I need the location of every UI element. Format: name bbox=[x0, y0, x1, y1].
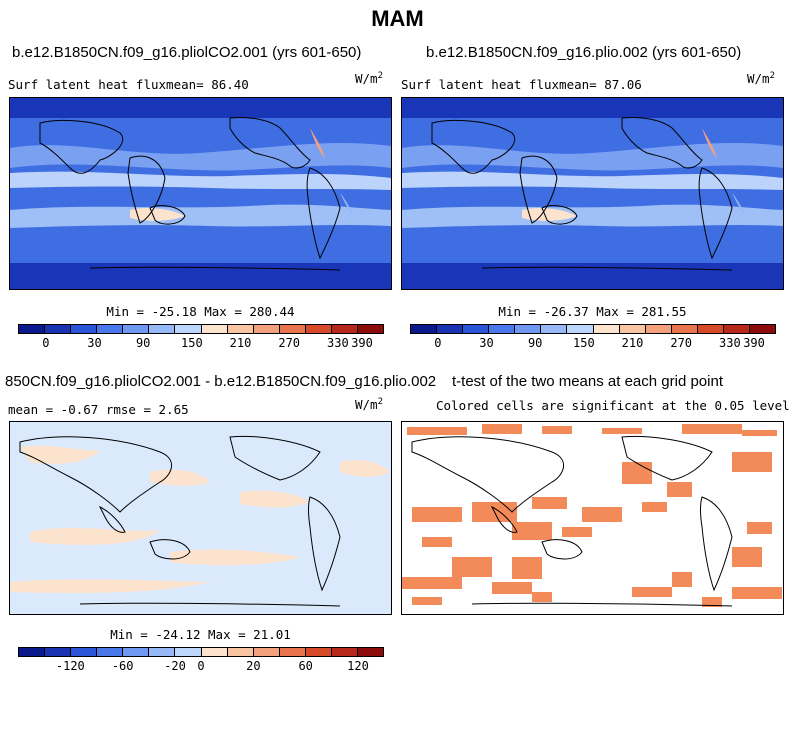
panel4-title: t-test of the two means at each grid poi… bbox=[452, 373, 723, 390]
colorbar-swatch bbox=[489, 325, 516, 333]
panel3-stats-text: mean = -0.67 rmse = 2.65 bbox=[8, 402, 189, 417]
panel3-colorbar-labels: -120 -60 -20 0 20 60 120 bbox=[18, 659, 384, 675]
colorbar-tick-label: 0 bbox=[197, 659, 205, 673]
colorbar-swatch bbox=[71, 648, 98, 656]
colorbar-swatch bbox=[149, 325, 176, 333]
colorbar-tick-label: 330 bbox=[327, 336, 349, 350]
colorbar-swatch bbox=[71, 325, 98, 333]
colorbar-tick-label: 390 bbox=[743, 336, 765, 350]
colorbar-swatch bbox=[723, 325, 751, 333]
colorbar-tick-label: 120 bbox=[347, 659, 369, 673]
colorbar-tick-label: 30 bbox=[479, 336, 494, 350]
colorbar-swatch bbox=[279, 648, 306, 656]
panel2-title: b.e12.B1850CN.f09_g16.plio.002 (yrs 601-… bbox=[426, 44, 742, 61]
colorbar-swatch bbox=[19, 325, 46, 333]
panel2-colorbar: 0 30 90 150 210 270 330 390 bbox=[410, 324, 776, 352]
colorbar-swatch bbox=[227, 648, 254, 656]
colorbar-swatch bbox=[411, 325, 438, 333]
colorbar-swatch bbox=[619, 325, 646, 333]
panel2-minmax: Min = -26.37 Max = 281.55 bbox=[498, 304, 687, 319]
colorbar-swatch bbox=[331, 648, 359, 656]
panel3-colorbar: -120 -60 -20 0 20 60 120 bbox=[18, 647, 384, 675]
panel3-unit: W/m2 bbox=[355, 397, 383, 413]
panel1-title: b.e12.B1850CN.f09_g16.pliolCO2.001 (yrs … bbox=[12, 44, 362, 61]
colorbar-swatch bbox=[697, 325, 724, 333]
colorbar-swatch bbox=[645, 325, 672, 333]
colorbar-swatch bbox=[175, 648, 202, 656]
panel1-unit: W/m2 bbox=[355, 71, 383, 87]
panel1-minmax: Min = -25.18 Max = 280.44 bbox=[106, 304, 295, 319]
colorbar-tick-label: 30 bbox=[87, 336, 102, 350]
colorbar-tick-label: 390 bbox=[351, 336, 373, 350]
colorbar-tick-label: 60 bbox=[298, 659, 313, 673]
colorbar-swatch bbox=[515, 325, 542, 333]
colorbar-tick-label: 270 bbox=[670, 336, 693, 350]
figure-title: MAM bbox=[371, 6, 424, 31]
colorbar-tick-label: 20 bbox=[246, 659, 261, 673]
panel4-subtitle: Colored cells are significant at the 0.0… bbox=[436, 398, 790, 413]
panel1-colorbar: 0 30 90 150 210 270 330 390 bbox=[18, 324, 384, 352]
panel3-map bbox=[9, 421, 392, 615]
colorbar-tick-label: 150 bbox=[181, 336, 203, 350]
colorbar-swatch bbox=[123, 648, 150, 656]
panel3-minmax: Min = -24.12 Max = 21.01 bbox=[110, 627, 291, 642]
colorbar-swatch bbox=[305, 325, 332, 333]
colorbar-tick-label: 210 bbox=[229, 336, 252, 350]
panel2-colorbar-swatches bbox=[410, 324, 776, 334]
colorbar-tick-label: 0 bbox=[434, 336, 442, 350]
panel3-title: 850CN.f09_g16.pliolCO2.001 - b.e12.B1850… bbox=[5, 373, 437, 390]
colorbar-tick-label: 90 bbox=[135, 336, 151, 350]
colorbar-swatch bbox=[97, 648, 124, 656]
colorbar-swatch bbox=[253, 648, 280, 656]
panel3-colorbar-swatches bbox=[18, 647, 384, 657]
colorbar-swatch bbox=[45, 325, 72, 333]
colorbar-tick-label: 0 bbox=[42, 336, 50, 350]
colorbar-tick-label: -60 bbox=[111, 659, 134, 673]
colorbar-swatch bbox=[358, 648, 384, 656]
panel2-map bbox=[401, 97, 784, 290]
panel1-map bbox=[9, 97, 392, 290]
colorbar-swatch bbox=[750, 325, 776, 333]
colorbar-swatch bbox=[45, 648, 72, 656]
panel1-map-field bbox=[10, 98, 391, 289]
panel1-colorbar-swatches bbox=[18, 324, 384, 334]
colorbar-swatch bbox=[97, 325, 124, 333]
panel3-map-field bbox=[10, 422, 391, 614]
colorbar-swatch bbox=[358, 325, 384, 333]
panel2-colorbar-labels: 0 30 90 150 210 270 330 390 bbox=[410, 336, 776, 352]
colorbar-swatch bbox=[567, 325, 594, 333]
colorbar-tick-label: 210 bbox=[621, 336, 644, 350]
colorbar-swatch bbox=[175, 325, 202, 333]
colorbar-swatch bbox=[671, 325, 698, 333]
colorbar-swatch bbox=[541, 325, 568, 333]
colorbar-swatch bbox=[123, 325, 150, 333]
panel2-map-field bbox=[402, 98, 783, 289]
colorbar-swatch bbox=[227, 325, 254, 333]
colorbar-swatch bbox=[149, 648, 176, 656]
colorbar-swatch bbox=[201, 325, 228, 333]
colorbar-tick-label: -20 bbox=[164, 659, 186, 673]
colorbar-swatch bbox=[201, 648, 228, 656]
panel4-map bbox=[401, 421, 784, 615]
colorbar-tick-label: -120 bbox=[55, 659, 85, 673]
colorbar-swatch bbox=[19, 648, 46, 656]
colorbar-swatch bbox=[437, 325, 464, 333]
colorbar-swatch bbox=[593, 325, 620, 333]
panel1-mean-text: Surf latent heat fluxmean= 86.40 bbox=[8, 77, 249, 92]
colorbar-swatch bbox=[305, 648, 332, 656]
panel1-colorbar-labels: 0 30 90 150 210 270 330 390 bbox=[18, 336, 384, 352]
colorbar-tick-label: 90 bbox=[527, 336, 543, 350]
colorbar-swatch bbox=[331, 325, 359, 333]
colorbar-swatch bbox=[463, 325, 490, 333]
colorbar-swatch bbox=[253, 325, 280, 333]
colorbar-tick-label: 150 bbox=[573, 336, 595, 350]
panel2-unit: W/m2 bbox=[747, 71, 775, 87]
colorbar-tick-label: 330 bbox=[719, 336, 741, 350]
colorbar-tick-label: 270 bbox=[278, 336, 301, 350]
panel4-map-field bbox=[402, 422, 783, 614]
panel2-mean-text: Surf latent heat fluxmean= 87.06 bbox=[401, 77, 642, 92]
colorbar-swatch bbox=[279, 325, 306, 333]
